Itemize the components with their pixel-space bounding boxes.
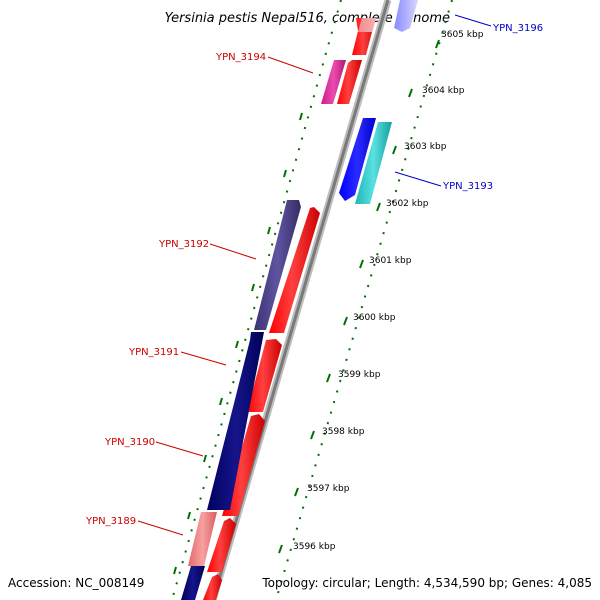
gene-arrow[interactable]: [247, 339, 282, 412]
gene-block[interactable]: [181, 566, 205, 600]
gene-arrow[interactable]: [355, 122, 392, 204]
gene-arrow[interactable]: [394, 0, 418, 32]
outer-major-tick: [343, 316, 348, 326]
inner-scale-track: [171, 0, 342, 600]
gene-block[interactable]: [207, 332, 264, 510]
gene-arrow[interactable]: [269, 207, 320, 333]
scale-label: 3602 kbp: [386, 199, 429, 209]
scale-label: 3598 kbp: [322, 427, 365, 437]
label-leader: [180, 351, 227, 366]
gene-arrow[interactable]: [203, 574, 222, 600]
label-leader: [155, 441, 204, 457]
gene-block[interactable]: [254, 200, 301, 330]
inner-major-tick: [235, 340, 239, 349]
accession-text: Accession: NC_008149: [8, 576, 144, 590]
label-leader: [137, 520, 184, 536]
label-leader: [394, 171, 442, 187]
gene-arrow[interactable]: [207, 518, 236, 572]
gene-arrow[interactable]: [358, 18, 376, 32]
gene-block[interactable]: [321, 60, 346, 104]
gene-label-ypn-3193[interactable]: YPN_3193: [442, 181, 493, 192]
inner-major-tick: [267, 226, 271, 235]
gene-label-ypn-3191[interactable]: YPN_3191: [128, 347, 179, 358]
gene-label-group: YPN_3196 YPN_3194 YPN_3193 YPN_3192 YPN_…: [85, 14, 543, 536]
scale-label: 3604 kbp: [422, 86, 465, 96]
inner-major-tick: [219, 397, 223, 406]
inner-major-tick: [203, 454, 207, 463]
gene-label-ypn-3190[interactable]: YPN_3190: [104, 437, 155, 448]
scale-labels: 3605 kbp 3604 kbp 3603 kbp 3602 kbp 3601…: [293, 30, 484, 552]
gene-arrow[interactable]: [337, 60, 362, 104]
gene-arrow[interactable]: [339, 118, 376, 201]
label-leader: [209, 243, 257, 260]
gene-label-ypn-3196[interactable]: YPN_3196: [492, 23, 543, 34]
label-leader: [454, 14, 492, 27]
outer-major-tick: [435, 39, 440, 49]
topology-text: Topology: circular; Length: 4,534,590 bp…: [261, 576, 592, 590]
outer-major-tick: [392, 145, 397, 155]
label-leader: [267, 56, 314, 74]
inner-major-tick: [299, 112, 303, 121]
scale-label: 3600 kbp: [353, 313, 396, 323]
inner-major-tick: [283, 169, 287, 178]
scale-label: 3597 kbp: [307, 484, 350, 494]
outer-major-tick: [359, 259, 364, 269]
scale-label: 3596 kbp: [293, 542, 336, 552]
scale-label: 3599 kbp: [338, 370, 381, 380]
inner-major-tick: [173, 566, 177, 575]
gene-block[interactable]: [188, 512, 217, 566]
outer-major-tick: [278, 544, 283, 554]
inner-major-tick: [187, 511, 191, 520]
gene-label-ypn-3194[interactable]: YPN_3194: [215, 52, 266, 63]
outer-major-tick: [408, 88, 413, 98]
outer-major-tick: [326, 373, 331, 383]
scale-label: 3605 kbp: [441, 30, 484, 40]
inner-major-tick: [251, 283, 255, 292]
cog-track: [181, 60, 346, 600]
forward-cds-track: [203, 18, 376, 600]
outer-major-tick: [376, 202, 381, 212]
outer-major-tick: [310, 430, 315, 440]
outer-major-tick: [294, 487, 299, 497]
scale-label: 3601 kbp: [369, 256, 412, 266]
reverse-cds-track: [339, 0, 418, 204]
outer-scale-track: [275, 0, 453, 600]
gene-label-ypn-3192[interactable]: YPN_3192: [158, 239, 209, 250]
gene-label-ypn-3189[interactable]: YPN_3189: [85, 516, 136, 527]
scale-label: 3603 kbp: [404, 142, 447, 152]
